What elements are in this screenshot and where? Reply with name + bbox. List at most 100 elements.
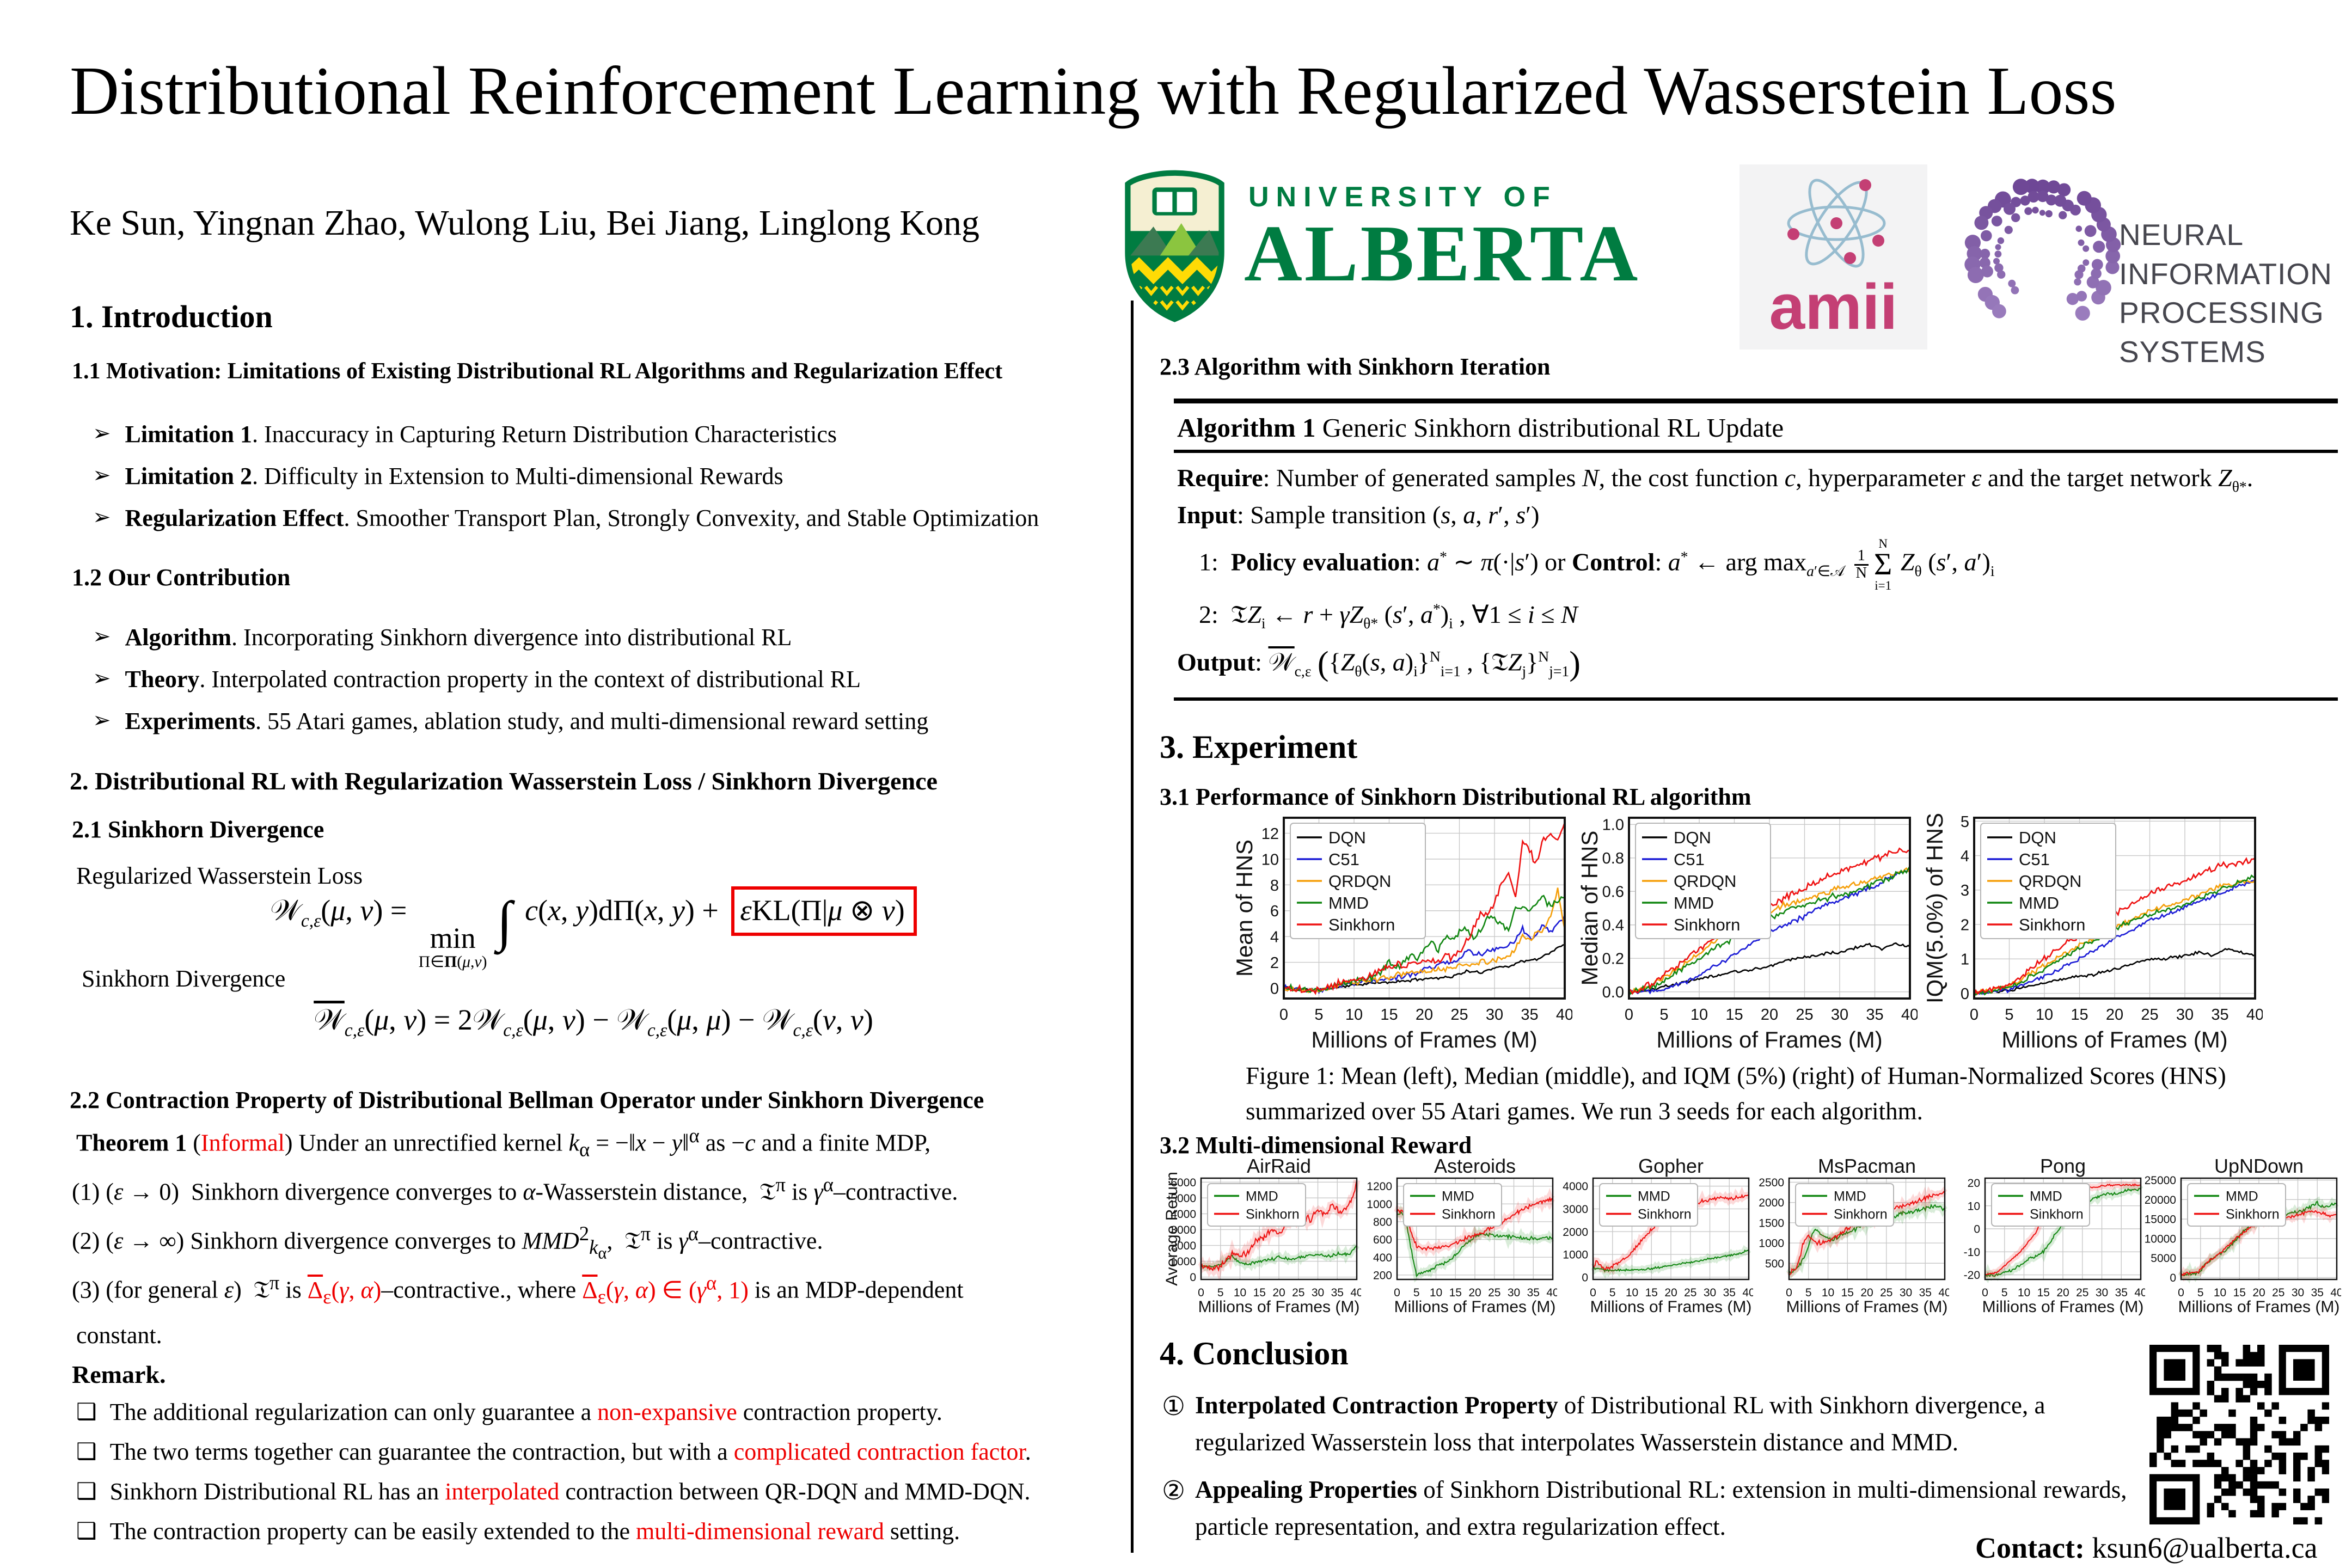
chart-median-hns: 0 5 10 15 20 25 30 35 40 0.0 0.2 0.4 0.6 0.8 1.0 Millio… (1579, 817, 1918, 1052)
authors: Ke Sun, Yingnan Zhao, Wulong Liu, Bei Ji… (70, 203, 980, 243)
svg-text:Sinkhorn: Sinkhorn (2226, 1207, 2280, 1222)
svg-text:25: 25 (1796, 1006, 1813, 1024)
svg-text:2000: 2000 (1171, 1240, 1196, 1252)
uofa-wordmark-bottom: ALBERTA (1244, 209, 1640, 298)
svg-text:30: 30 (1900, 1287, 1912, 1299)
checkbox-bullet-icon: ❑ (76, 1479, 97, 1504)
svg-text:0: 0 (2170, 1272, 2176, 1284)
section-4-heading: 4. Conclusion (1160, 1336, 1349, 1371)
svg-text:0: 0 (1974, 1223, 1980, 1236)
section-2-3-heading: 2.3 Algorithm with Sinkhorn Iteration (1160, 353, 1551, 380)
svg-text:25: 25 (2076, 1287, 2088, 1299)
svg-text:4: 4 (1270, 929, 1279, 946)
svg-text:25: 25 (1292, 1287, 1304, 1299)
svg-text:35: 35 (2211, 1006, 2228, 1024)
svg-text:35: 35 (1866, 1006, 1883, 1024)
section-3-1-heading: 3.1 Performance of Sinkhorn Distribution… (1160, 783, 1751, 810)
chart-mean-hns: 0 5 10 15 20 25 30 35 40 0 2 4 6 8 10 12 Millions of Fra… (1234, 817, 1572, 1052)
checkbox-bullet-icon: ❑ (76, 1519, 97, 1544)
motivation-list: ➢ Limitation 1. Inaccuracy in Capturing R… (93, 420, 1127, 546)
svg-text:15: 15 (2233, 1287, 2246, 1299)
svg-text:0.2: 0.2 (1602, 951, 1624, 968)
svg-text:35: 35 (1521, 1006, 1538, 1024)
svg-text:0: 0 (2178, 1287, 2184, 1299)
svg-text:30: 30 (2292, 1287, 2304, 1299)
svg-text:10: 10 (2036, 1006, 2053, 1024)
svg-text:600: 600 (1373, 1234, 1392, 1246)
arrow-bullet-icon: ➢ (93, 624, 111, 648)
svg-text:15: 15 (1725, 1006, 1743, 1024)
section-1-2-heading: 1.2 Our Contribution (72, 564, 291, 591)
svg-text:10: 10 (1968, 1200, 1980, 1212)
svg-text:1200: 1200 (1367, 1180, 1392, 1193)
svg-text:Sinkhorn: Sinkhorn (2030, 1207, 2084, 1222)
chart-mspacman: 0 5 10 15 20 25 30 35 40 500 1000 1500 2000 2500 Milli… (1759, 1155, 1949, 1316)
svg-text:20: 20 (1416, 1006, 1433, 1024)
chart-upndown: 0 5 10 15 20 25 30 35 40 0 5000 10000 15000 20000 2500… (2145, 1155, 2341, 1316)
svg-text:20: 20 (2106, 1006, 2123, 1024)
theorem-statement: Theorem 1 (Informal) Under an unrectifie… (76, 1124, 931, 1161)
algorithm-step-1: 1: Policy evaluation: a* ∼ π(·|s′) or Co… (1199, 537, 1995, 592)
svg-text:200: 200 (1373, 1269, 1392, 1282)
svg-text:Sinkhorn: Sinkhorn (1442, 1207, 1496, 1222)
svg-text:3000: 3000 (1563, 1203, 1588, 1216)
list-item: ➢ Experiments. 55 Atari games, ablation s… (93, 708, 929, 734)
algorithm-require: Require: Number of generated samples N, … (1177, 464, 2253, 495)
arrow-bullet-icon: ➢ (93, 505, 111, 529)
section-1-heading: 1. Introduction (70, 299, 273, 334)
column-divider (1131, 301, 1134, 1553)
svg-text:2: 2 (1270, 954, 1279, 972)
svg-text:10: 10 (1234, 1287, 1246, 1299)
svg-text:1500: 1500 (1759, 1217, 1784, 1229)
svg-text:MMD: MMD (1638, 1189, 1670, 1204)
svg-text:5000: 5000 (1171, 1192, 1196, 1205)
svg-text:3: 3 (1961, 882, 1969, 899)
svg-text:MsPacman: MsPacman (1818, 1155, 1916, 1177)
svg-text:5: 5 (1659, 1006, 1668, 1024)
svg-text:Millions of Frames (M): Millions of Frames (M) (1590, 1298, 1752, 1316)
algorithm-output: Output: 𝒲c,ε ({Zθ(s, a)i}Ni=1 , {𝔗Zj}Nj=… (1177, 645, 1581, 683)
svg-text:10: 10 (1626, 1287, 1638, 1299)
svg-text:2500: 2500 (1759, 1177, 1784, 1189)
svg-text:2000: 2000 (1563, 1226, 1588, 1239)
hns-charts-row: 0 5 10 15 20 25 30 35 40 0 2 4 6 8 10 12 Millions of Fra… (1234, 809, 2263, 1052)
svg-text:40: 40 (2134, 1287, 2145, 1299)
svg-text:DQN: DQN (2019, 828, 2056, 847)
svg-text:25: 25 (1488, 1287, 1500, 1299)
svg-text:20: 20 (1860, 1287, 1873, 1299)
theorem-case-1: (1) (ε → 0) Sinkhorn divergence converge… (72, 1173, 958, 1205)
svg-text:15: 15 (1449, 1287, 1462, 1299)
uofa-wordmark-top: UNIVERSITY OF (1248, 181, 1557, 213)
svg-text:20: 20 (2056, 1287, 2069, 1299)
svg-text:-20: -20 (1964, 1269, 1980, 1282)
svg-text:MMD: MMD (1328, 893, 1369, 912)
conclusion-list: ① Interpolated Contraction Property of D… (1162, 1387, 2131, 1556)
chart-asteroids: 0 5 10 15 20 25 30 35 40 200 400 600 800 1000 1200 Mill… (1367, 1155, 1557, 1316)
svg-text:15: 15 (1645, 1287, 1658, 1299)
svg-text:QRDQN: QRDQN (1674, 872, 1736, 891)
chart-airraid: 0 5 10 15 20 25 30 35 40 0 1000 2000 3000 4000 5000 600… (1165, 1155, 1361, 1316)
svg-text:MMD: MMD (1246, 1189, 1278, 1204)
svg-text:25: 25 (1880, 1287, 1892, 1299)
remark-heading: Remark. (72, 1361, 166, 1388)
page-title: Distributional Reinforcement Learning wi… (70, 53, 2117, 129)
list-item: ➢ Limitation 2. Difficulty in Extension t… (93, 463, 783, 489)
contribution-list: ➢ Algorithm. Incorporating Sinkhorn diver… (93, 623, 1127, 749)
svg-text:20: 20 (1761, 1006, 1778, 1024)
svg-text:MMD: MMD (2226, 1189, 2258, 1204)
svg-text:15: 15 (1380, 1006, 1398, 1024)
svg-text:15: 15 (1841, 1287, 1854, 1299)
svg-text:Millions of Frames (M): Millions of Frames (M) (1786, 1298, 1948, 1316)
svg-text:40: 40 (2246, 1006, 2263, 1024)
section-3-heading: 3. Experiment (1160, 729, 1358, 765)
svg-text:Millions of Frames (M): Millions of Frames (M) (1982, 1298, 2144, 1316)
svg-text:15: 15 (2071, 1006, 2088, 1024)
svg-text:35: 35 (1331, 1287, 1344, 1299)
checkbox-bullet-icon: ❑ (76, 1440, 97, 1465)
svg-text:0: 0 (1279, 1006, 1288, 1024)
list-item: ❑ The additional regularization can only … (76, 1399, 942, 1425)
svg-text:5: 5 (1413, 1287, 1420, 1299)
algorithm-step-2: 2: 𝔗Zi ← r + γZθ* (s′, a*)i , ∀1 ≤ i ≤ N (1199, 600, 1578, 632)
svg-text:0: 0 (1582, 1271, 1588, 1284)
svg-text:0.8: 0.8 (1602, 850, 1624, 867)
